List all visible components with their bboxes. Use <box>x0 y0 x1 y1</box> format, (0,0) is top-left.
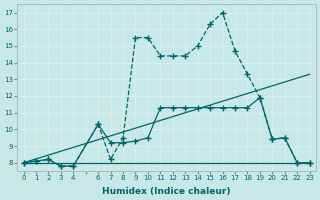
X-axis label: Humidex (Indice chaleur): Humidex (Indice chaleur) <box>102 187 231 196</box>
